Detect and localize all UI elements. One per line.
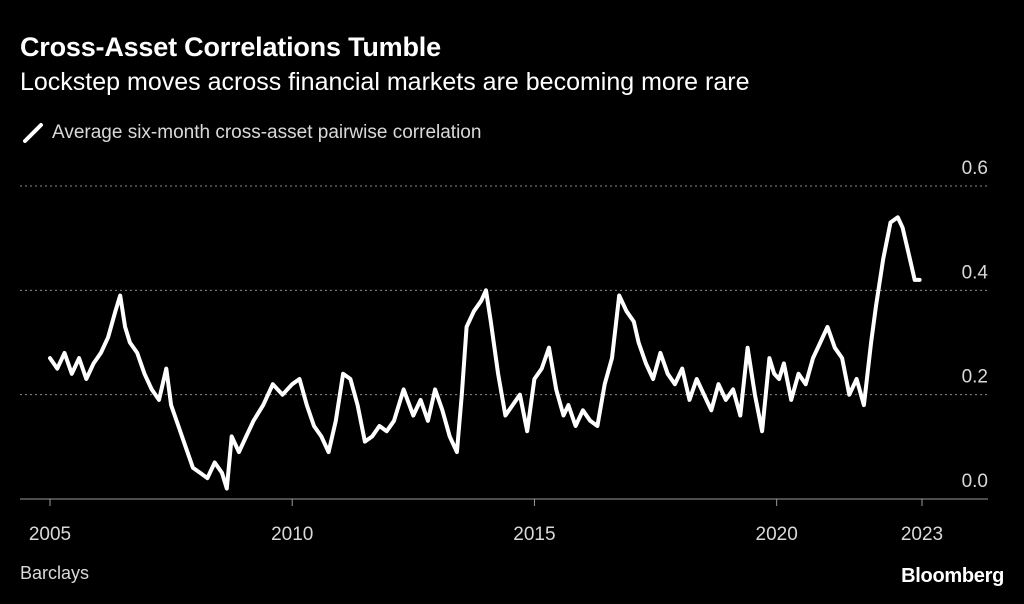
y-tick-label: 0.0: [962, 471, 988, 492]
x-tick-label: 2023: [901, 524, 943, 545]
y-tick-label: 0.2: [962, 367, 988, 388]
y-tick-label: 0.6: [962, 158, 988, 179]
x-tick-label: 2010: [271, 524, 313, 545]
series-line: [48, 215, 922, 491]
source-note: Barclays: [20, 563, 90, 583]
x-tick-label: 2020: [756, 524, 798, 545]
legend: Average six-month cross-asset pairwise c…: [22, 122, 481, 144]
legend-line-icon: [23, 123, 43, 143]
y-tick-label: 0.4: [962, 262, 989, 283]
bloomberg-logo: Bloomberg: [901, 565, 1004, 587]
x-tick-label: 2005: [29, 524, 71, 545]
chart-subtitle: Lockstep moves across financial markets …: [20, 68, 750, 96]
legend-label: Average six-month cross-asset pairwise c…: [52, 122, 482, 143]
x-tick-label: 2015: [513, 524, 555, 545]
chart-title: Cross-Asset Correlations Tumble: [20, 32, 441, 62]
